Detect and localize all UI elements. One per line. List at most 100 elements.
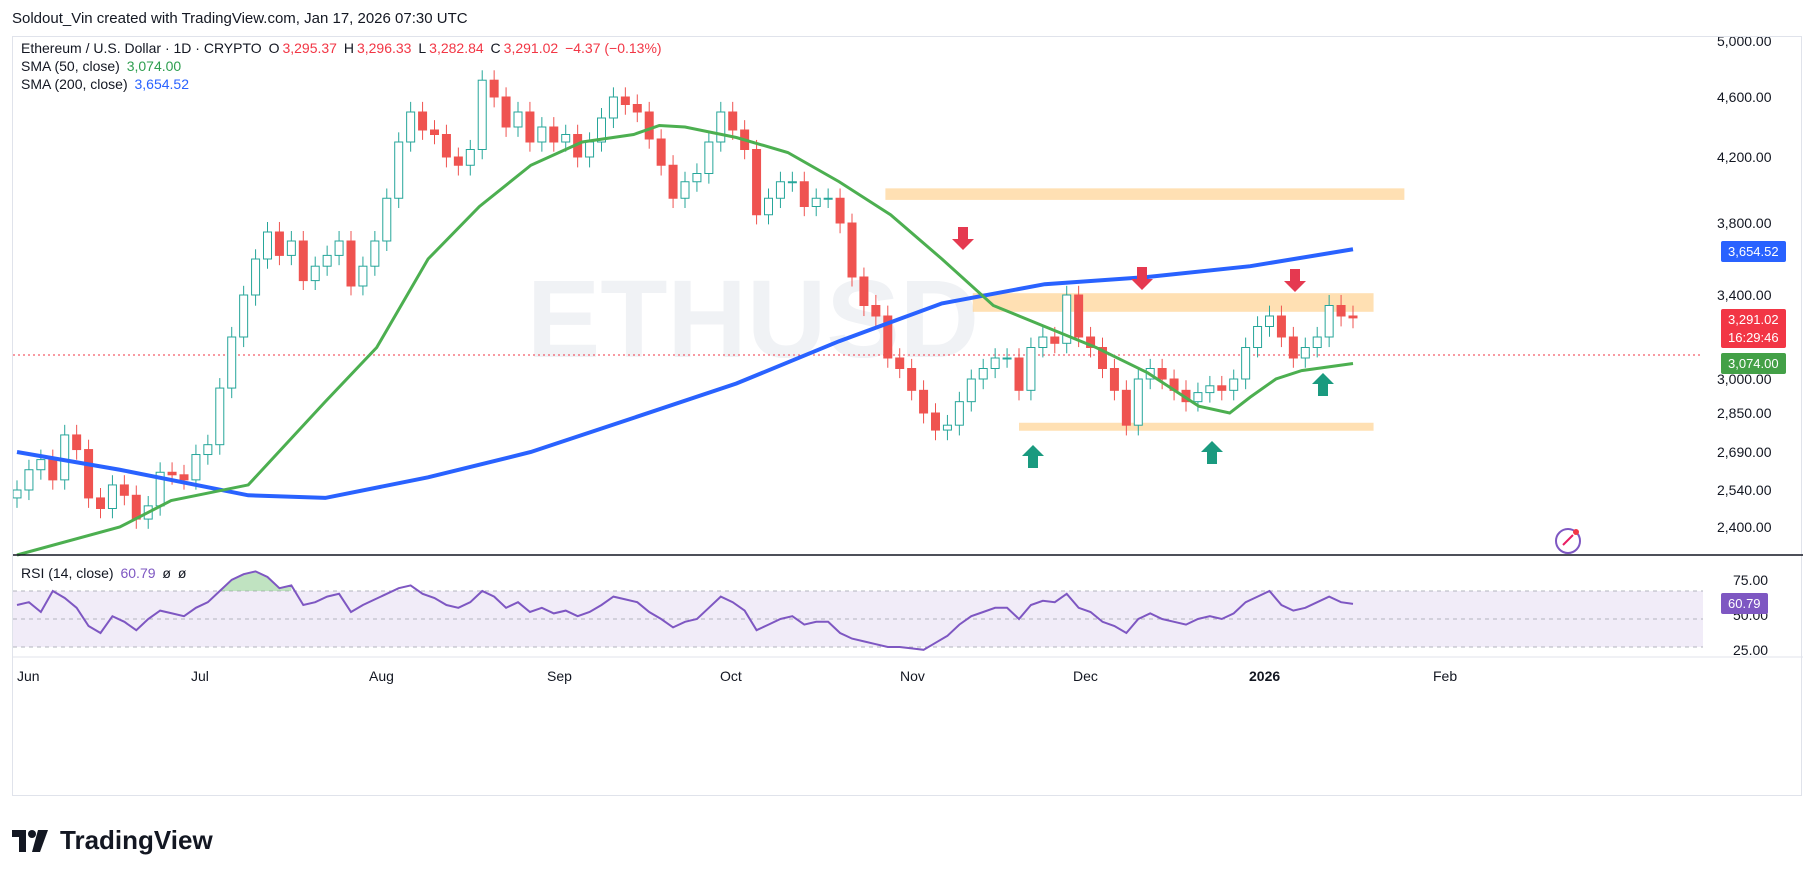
candle-body [704,141,714,174]
candle-body [1050,336,1060,344]
candle-body [60,434,70,481]
rsi-overbought-fill [219,571,292,591]
candle-body [501,96,511,128]
rsi-tick-label: 75.00 [1733,572,1768,588]
tradingview-logo-icon [12,829,48,852]
candle-body [24,469,34,491]
candle-body [84,449,94,499]
close-value: 3,291.02 [503,40,559,56]
candle-body [274,231,284,256]
candle-body [883,315,893,359]
replay-icon[interactable] [1555,528,1581,554]
low-value: 3,282.84 [429,40,484,56]
candle-body [597,117,606,143]
sma200-value: 3,654.52 [134,76,190,92]
price-tick-label: 4,200.00 [1717,149,1772,165]
candle-body [489,79,499,98]
candle-body [418,111,428,131]
candle-body [656,138,666,166]
candle-body [859,276,869,306]
tradingview-wordmark: TradingView [60,825,213,855]
candle-body [1253,326,1263,348]
price-zone [972,293,1374,312]
candle-body [96,497,105,509]
candle-body [942,424,952,431]
candle-body [1133,378,1143,426]
symbol-legend[interactable]: Ethereum / U.S. Dollar · 1D · CRYPTO O 3,… [21,40,662,56]
rsi-tick-label: 25.00 [1733,642,1768,658]
candle-body [239,294,249,338]
candle-body [620,96,630,105]
candle-body [847,222,857,278]
candle-body [1038,336,1048,348]
candle-body [1324,305,1334,338]
candle-body [907,368,917,391]
price-tick-label: 2,850.00 [1717,405,1772,421]
candle-body [1002,357,1012,360]
time-tick-label: Nov [900,668,925,684]
candle-body [36,459,46,471]
time-tick-label: Jul [191,668,209,684]
sma200-legend[interactable]: SMA (200, close) 3,654.52 [21,76,190,92]
candle-body [1074,294,1084,338]
candle-body [477,79,487,151]
candle-body [990,357,1000,369]
buy-arrow-icon [1022,445,1044,468]
time-axis[interactable]: Jun Jul Aug Sep Oct Nov Dec 2026 Feb [17,668,1457,684]
candle-body [1265,315,1274,327]
candle-body [728,111,738,131]
candle-body [465,149,475,166]
change-value: −4.37 (−0.13%) [565,40,662,56]
rsi-band [13,591,1703,647]
candle-body [251,258,261,296]
candle-body [322,254,332,267]
candle-body [895,357,905,369]
candle-body [978,368,988,380]
candle-body [382,197,392,242]
bar-countdown-badge: 16:29:46 [1721,327,1786,348]
candle-body [1193,392,1203,403]
price-tick-label: 3,400.00 [1717,287,1772,303]
chart-credit: Soldout_Vin created with TradingView.com… [12,10,468,27]
sell-arrow-icon [1131,267,1153,290]
candle-body [406,111,416,143]
candle-body [1229,378,1239,391]
price-zone [1019,422,1374,431]
sma50-line [16,123,1354,557]
candle-body [1098,347,1107,369]
sma200-line [16,247,1354,500]
candle-body [203,444,213,456]
candle-body [119,484,129,496]
candle-body [179,474,189,481]
candle-body [919,389,929,414]
candle-body [346,240,356,287]
price-tick-label: 4,600.00 [1717,89,1772,105]
candle-body [1205,385,1215,394]
tradingview-logo[interactable]: TradingView [12,825,213,856]
rsi-line [16,570,1354,651]
chart-frame[interactable]: ETHUSD 5,000.00 4,600.00 4,200.00 3,800.00 3… [12,36,1803,797]
candle-body [1217,385,1227,391]
time-tick-label: 2026 [1249,668,1280,684]
candle-body [1276,315,1286,338]
candle-body [1026,347,1036,391]
candle-body [954,401,964,426]
candle-body [215,387,225,446]
price-axis[interactable]: 5,000.00 4,600.00 4,200.00 3,800.00 3,400.00… [1717,37,1772,535]
candle-body [48,459,58,481]
price-zone [885,188,1405,200]
candle-body [13,489,22,499]
candle-body [370,240,380,267]
sma50-price-badge: 3,074.00 [1721,353,1786,374]
price-chart[interactable]: ETHUSD 5,000.004,600.004,200.003,800.003… [13,37,1803,797]
time-tick-label: Sep [547,668,572,684]
time-tick-label: Oct [720,668,742,684]
sma50-legend[interactable]: SMA (50, close) 3,074.00 [21,58,182,74]
rsi-legend[interactable]: RSI (14, close) 60.79 ø ø [21,565,187,581]
last-price-badge: 3,291.02 [1721,309,1786,330]
candle-body [537,126,547,143]
candle-body [72,434,82,451]
candle-body [1312,336,1322,348]
price-tick-label: 2,690.00 [1717,444,1772,460]
